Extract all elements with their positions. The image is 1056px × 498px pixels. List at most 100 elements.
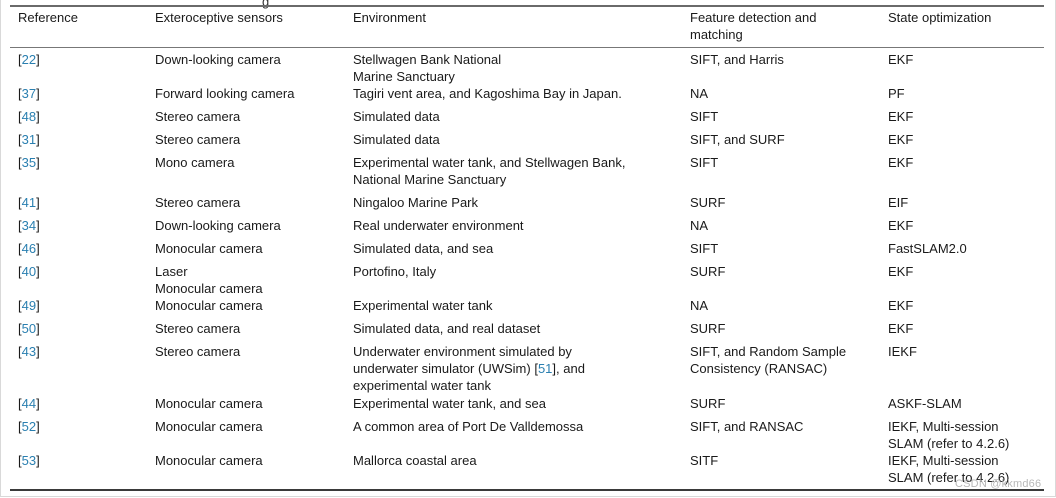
header-state: State optimization	[888, 9, 991, 26]
cell-line: SURF	[690, 264, 726, 279]
bracket-close: ]	[36, 155, 40, 170]
feature-cell: SURF	[690, 395, 725, 412]
sensors-cell: Mono camera	[155, 154, 234, 171]
cell-line: Monocular camera	[155, 241, 263, 256]
state-cell: PF	[888, 85, 905, 102]
citation-link[interactable]: 35	[21, 155, 37, 170]
feature-cell: SURF	[690, 263, 725, 280]
environment-cell: Simulated data	[353, 131, 440, 148]
sensors-cell: Monocular camera	[155, 452, 263, 469]
header-reference: Reference	[18, 9, 78, 26]
cell-line: SIFT	[690, 109, 719, 124]
citation-link[interactable]: 46	[21, 241, 37, 256]
feature-cell: SIFT, and Random Sample Consistency (RANS…	[690, 343, 846, 377]
cell-line: Monocular camera	[155, 281, 263, 296]
cell-line: EKF	[888, 132, 914, 147]
cell-line: NA	[690, 86, 709, 101]
environment-cell: Experimental water tank, and Stellwagen …	[353, 154, 625, 188]
reference-cell: [43]	[18, 343, 40, 360]
cell-line: Stellwagen Bank National	[353, 52, 502, 67]
bracket-close: ]	[36, 453, 40, 468]
bracket-open: [	[18, 218, 22, 233]
citation-link[interactable]: 34	[21, 218, 37, 233]
citation-link[interactable]: 37	[21, 86, 37, 101]
bracket-close: ]	[36, 132, 40, 147]
cell-line: Monocular camera	[155, 419, 263, 434]
cell-line: SIFT	[690, 155, 719, 170]
cell-line: IEKF	[888, 344, 917, 359]
cell-line: SURF	[690, 321, 726, 336]
sensors-cell: Stereo camera	[155, 194, 240, 211]
environment-cell: Ningaloo Marine Park	[353, 194, 478, 211]
reference-cell: [53]	[18, 452, 40, 469]
citation-link[interactable]: 53	[21, 453, 37, 468]
state-cell: FastSLAM2.0	[888, 240, 967, 257]
state-cell: EKF	[888, 131, 913, 148]
sensors-cell: Monocular camera	[155, 297, 263, 314]
citation-link[interactable]: 44	[21, 396, 37, 411]
cell-line: EKF	[888, 264, 914, 279]
cell-line: SIFT, and Harris	[690, 52, 784, 67]
header-line: Environment	[353, 10, 426, 25]
state-cell: EKF	[888, 154, 913, 171]
cell-line: Stereo camera	[155, 132, 241, 147]
cell-line: Mallorca coastal area	[353, 453, 477, 468]
cell-line: Forward looking camera	[155, 86, 295, 101]
cell-line: SIFT, and Random Sample	[690, 344, 847, 359]
sensors-cell: Monocular camera	[155, 240, 263, 257]
citation-link[interactable]: 52	[21, 419, 37, 434]
citation-link[interactable]: 31	[21, 132, 37, 147]
citation-link[interactable]: 50	[21, 321, 37, 336]
sensors-cell: Stereo camera	[155, 320, 240, 337]
sensors-cell: Down-looking camera	[155, 51, 281, 68]
bracket-close: ]	[36, 86, 40, 101]
reference-cell: [34]	[18, 217, 40, 234]
bracket-close: ]	[36, 419, 40, 434]
cell-line: IEKF, Multi-session	[888, 419, 999, 434]
bracket-close: ]	[36, 195, 40, 210]
cell-line: EKF	[888, 218, 914, 233]
table-header-rule	[10, 47, 1044, 48]
cell-line: Mono camera	[155, 155, 235, 170]
state-cell: EKF	[888, 217, 913, 234]
sensors-cell: Monocular camera	[155, 418, 263, 435]
cell-line: Down-looking camera	[155, 52, 281, 67]
cell-line: Simulated data, and sea	[353, 241, 494, 256]
cell-line: SURF	[690, 195, 726, 210]
sensors-cell: Forward looking camera	[155, 85, 294, 102]
state-cell: IEKF, Multi-session SLAM (refer to 4.2.6)	[888, 452, 1009, 486]
citation-link[interactable]: 40	[21, 264, 37, 279]
cell-line: ASKF-SLAM	[888, 396, 962, 411]
cell-line: EKF	[888, 321, 914, 336]
citation-link[interactable]: 48	[21, 109, 37, 124]
cell-line: EKF	[888, 109, 914, 124]
sensors-cell: Monocular camera	[155, 395, 263, 412]
cell-line: Monocular camera	[155, 453, 263, 468]
cell-line: NA	[690, 298, 709, 313]
citation-link[interactable]: 41	[21, 195, 37, 210]
feature-cell: NA	[690, 217, 708, 234]
citation-link[interactable]: 22	[21, 52, 37, 67]
sensors-cell: Stereo camera	[155, 108, 240, 125]
feature-cell: SIFT, and Harris	[690, 51, 784, 68]
environment-cell: Portofino, Italy	[353, 263, 436, 280]
reference-cell: [22]	[18, 51, 40, 68]
cell-line: Tagiri vent area, and Kagoshima Bay in J…	[353, 86, 622, 101]
feature-cell: SIFT	[690, 154, 718, 171]
citation-link[interactable]: 51	[537, 361, 553, 376]
feature-cell: SIFT	[690, 108, 718, 125]
bracket-close: ]	[36, 52, 40, 67]
cell-line: Stereo camera	[155, 109, 241, 124]
bracket-open: [	[18, 396, 22, 411]
bracket-open: [	[18, 86, 22, 101]
feature-cell: SIFT	[690, 240, 718, 257]
text-fragment: underwater simulator (UWSim) [	[353, 361, 538, 376]
cell-line: Stereo camera	[155, 344, 241, 359]
citation-link[interactable]: 43	[21, 344, 37, 359]
reference-cell: [31]	[18, 131, 40, 148]
bracket-open: [	[18, 321, 22, 336]
bracket-open: [	[18, 344, 22, 359]
cell-line: National Marine Sanctuary	[353, 172, 507, 187]
citation-link[interactable]: 49	[21, 298, 37, 313]
table-bottom-rule	[10, 489, 1044, 491]
